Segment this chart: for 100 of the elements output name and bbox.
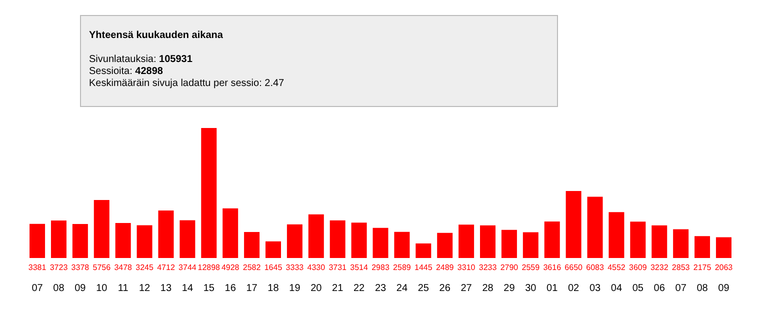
bar xyxy=(201,128,217,258)
bar xyxy=(330,220,346,258)
data-label: 1645 xyxy=(264,263,283,272)
x-tick-label: 26 xyxy=(439,282,451,294)
data-label: 3233 xyxy=(478,263,498,272)
bar xyxy=(587,196,603,258)
bar xyxy=(522,232,538,258)
x-tick-label: 20 xyxy=(310,282,322,294)
data-label: 3478 xyxy=(114,263,133,272)
data-label: 3232 xyxy=(650,263,669,272)
bar xyxy=(394,232,410,258)
data-label: 2582 xyxy=(242,263,262,272)
bar xyxy=(372,228,388,258)
x-tick-label: 15 xyxy=(203,282,215,294)
x-tick-label: 25 xyxy=(418,282,430,294)
x-tick-label: 09 xyxy=(74,282,86,294)
bar xyxy=(458,224,474,258)
bar xyxy=(158,210,174,258)
data-label: 3310 xyxy=(457,263,476,272)
data-label: 3609 xyxy=(629,263,648,272)
x-tick-label: 22 xyxy=(353,282,366,294)
x-tick-label: 01 xyxy=(546,282,558,294)
data-label: 4712 xyxy=(157,263,176,272)
data-label: 1445 xyxy=(414,263,433,272)
bar xyxy=(437,232,453,258)
bar xyxy=(630,222,646,258)
bar xyxy=(416,243,432,258)
data-label: 2589 xyxy=(393,263,412,272)
bar xyxy=(652,225,668,258)
x-tick-label: 08 xyxy=(53,282,65,294)
data-label: 2853 xyxy=(672,263,690,272)
bar xyxy=(566,190,582,258)
data-label: 6650 xyxy=(564,263,584,272)
bar xyxy=(608,212,624,258)
data-label: 3514 xyxy=(350,263,368,272)
x-tick-label: 09 xyxy=(718,282,730,294)
bar xyxy=(94,200,110,258)
x-tick-label: 05 xyxy=(632,282,644,294)
x-tick-label: 23 xyxy=(374,282,386,294)
data-label: 4552 xyxy=(608,263,626,272)
x-tick-label: 17 xyxy=(246,282,258,294)
x-tick-label: 11 xyxy=(118,282,129,294)
data-label: 3616 xyxy=(543,263,562,272)
x-tick-label: 12 xyxy=(138,282,151,294)
x-tick-label: 04 xyxy=(610,282,622,294)
data-label: 2559 xyxy=(522,263,540,272)
bar xyxy=(50,220,66,258)
bar xyxy=(501,230,517,258)
x-tick-label: 07 xyxy=(32,282,44,294)
bar xyxy=(480,225,496,258)
x-tick-label: 29 xyxy=(504,282,516,294)
data-label: 6083 xyxy=(586,263,604,272)
data-label: 3245 xyxy=(136,263,154,272)
bar xyxy=(136,225,152,258)
bar xyxy=(265,241,281,258)
data-label: 3378 xyxy=(71,263,90,272)
x-tick-label: 30 xyxy=(525,282,537,294)
bar xyxy=(30,224,46,258)
bar xyxy=(716,237,732,258)
data-label: 2790 xyxy=(500,263,519,272)
bar xyxy=(286,224,302,258)
bar xyxy=(180,220,196,258)
x-tick-label: 24 xyxy=(396,282,408,294)
data-label: 3333 xyxy=(286,263,304,272)
data-label: 4928 xyxy=(221,263,240,272)
data-label: 3381 xyxy=(28,263,47,272)
bar xyxy=(308,214,324,258)
data-label: 3723 xyxy=(50,263,68,272)
x-tick-label: 27 xyxy=(460,282,472,294)
x-tick-label: 02 xyxy=(568,282,580,294)
x-tick-label: 13 xyxy=(160,282,172,294)
x-tick-label: 08 xyxy=(696,282,708,294)
data-label: 2983 xyxy=(372,263,390,272)
data-label: 3744 xyxy=(178,263,197,272)
x-tick-label: 18 xyxy=(268,282,280,294)
bar xyxy=(351,222,367,258)
x-tick-label: 07 xyxy=(675,282,687,294)
data-label: 5756 xyxy=(92,263,112,272)
bar xyxy=(544,222,560,258)
x-tick-label: 14 xyxy=(182,282,194,294)
data-label: 2175 xyxy=(693,263,712,272)
bar xyxy=(222,208,238,258)
data-label: 12898 xyxy=(198,263,221,272)
x-tick-label: 10 xyxy=(96,282,108,294)
chart-title: Yhteensä kuukauden aikana xyxy=(89,30,224,42)
data-label: 2489 xyxy=(436,263,454,272)
x-tick-label: 06 xyxy=(654,282,666,294)
x-tick-label: 28 xyxy=(482,282,494,294)
text: Sessioita: 42898 xyxy=(89,66,164,78)
bar xyxy=(244,232,260,258)
bar xyxy=(72,224,88,258)
bar xyxy=(115,222,131,258)
x-tick-label: 03 xyxy=(589,282,602,294)
bar xyxy=(673,229,689,258)
text: Sivunlatauksia: 105931 xyxy=(89,54,194,66)
data-label: 2063 xyxy=(714,263,734,272)
x-tick-label: 19 xyxy=(289,282,301,294)
data-label: 3731 xyxy=(328,263,348,272)
bar xyxy=(694,236,710,258)
text: Keskimääräin sivuja ladattu per sessio: 2.47 xyxy=(89,78,286,90)
